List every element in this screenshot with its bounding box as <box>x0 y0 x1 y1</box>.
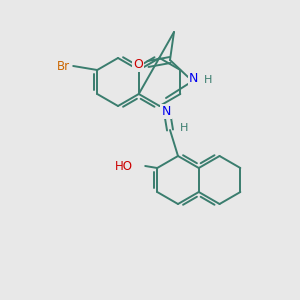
Text: N: N <box>189 72 198 85</box>
Text: Br: Br <box>57 59 70 73</box>
Text: H: H <box>180 123 188 133</box>
Text: H: H <box>204 75 212 85</box>
Text: O: O <box>133 58 143 70</box>
Text: N: N <box>161 105 171 118</box>
Text: HO: HO <box>115 160 133 172</box>
